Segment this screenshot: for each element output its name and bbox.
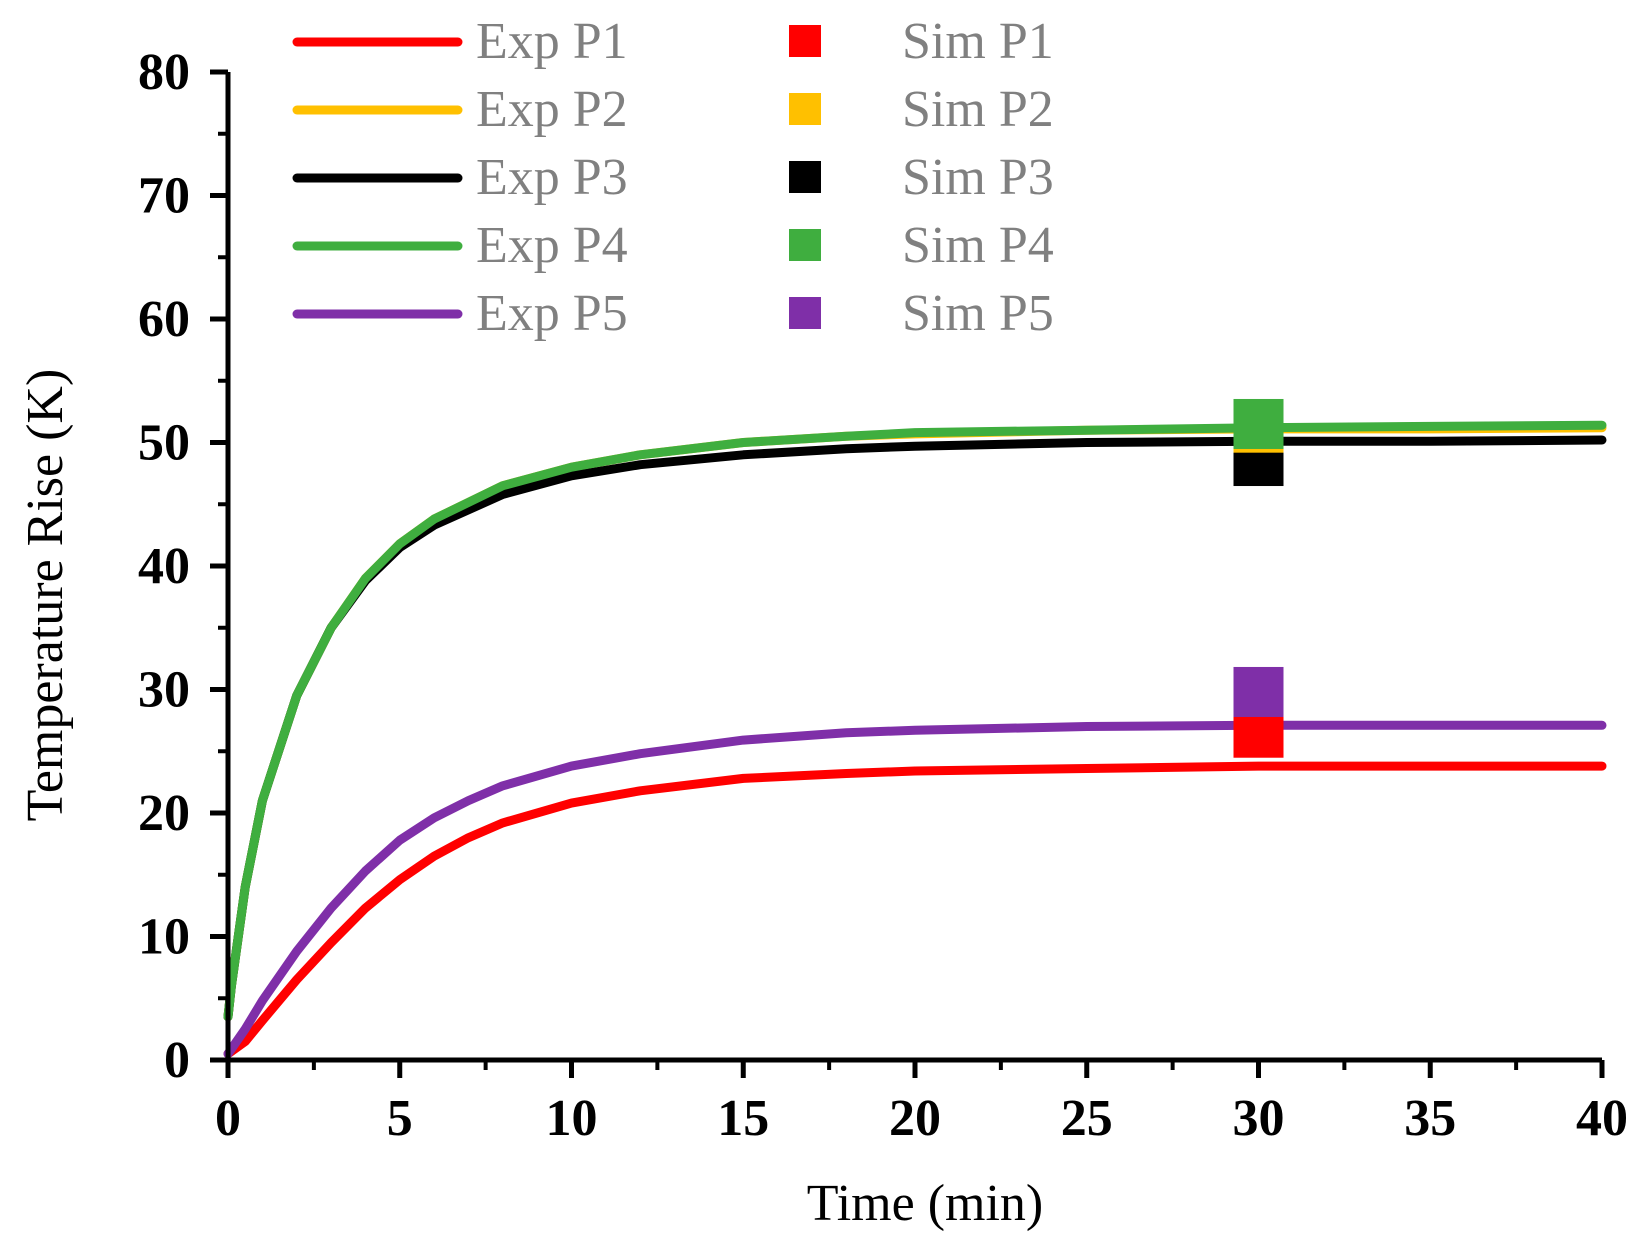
legend-swatch-sim-p4 [789,229,821,261]
legend-label: Sim P3 [902,149,1054,206]
legend-swatch-sim-p5 [789,297,821,329]
y-axis-title: Temperature Rise (K) [17,369,74,822]
series-group [223,398,1607,1059]
legend-swatch-sim-p2 [789,93,821,125]
y-tick-label: 50 [138,415,190,472]
legend-label: Sim P4 [902,217,1054,274]
x-tick-label: 0 [215,1090,241,1147]
legend-label: Sim P1 [902,13,1054,70]
x-tick-label: 20 [889,1090,941,1147]
y-tick-label: 20 [138,785,190,842]
data-point-sim-p4 [1233,398,1284,449]
y-tick-label: 30 [138,662,190,719]
y-tick-label: 0 [164,1032,190,1089]
y-tick-label: 40 [138,538,190,595]
legend-label: Sim P2 [902,81,1054,138]
y-tick-label: 70 [138,168,190,225]
legend-label: Exp P1 [476,13,628,70]
x-tick-label: 30 [1233,1090,1285,1147]
y-tick-label: 60 [138,291,190,348]
series-line-exp-p5 [223,720,1607,1059]
legend-label: Sim P5 [902,285,1054,342]
x-tick-label: 35 [1404,1090,1456,1147]
legend-label: Exp P2 [476,81,628,138]
series-line-exp-p1 [223,761,1607,1059]
x-tick-label: 25 [1061,1090,1113,1147]
series-line-exp-p4 [223,420,1607,1022]
x-tick-label: 10 [546,1090,598,1147]
y-tick-label: 10 [138,909,190,966]
x-axis-title: Time (min) [807,1175,1043,1232]
legend: Exp P1 Exp P2 Exp P3 Exp P4 Exp P5 Sim P1 Sim … [292,13,1054,342]
legend-label: Exp P4 [476,217,628,274]
axes-group: 0 10 20 30 40 50 60 70 80 0 5 10 15 20 25 30 35 40 [138,44,1628,1147]
x-tick-label: 15 [717,1090,769,1147]
x-tick-label: 5 [387,1090,413,1147]
x-tick-label: 40 [1576,1090,1628,1147]
legend-label: Exp P5 [476,285,628,342]
y-tick-label: 80 [138,44,190,101]
legend-swatch-sim-p1 [789,25,821,57]
legend-label: Exp P3 [476,149,628,206]
legend-swatch-sim-p3 [789,161,821,193]
data-point-sim-p5 [1233,666,1284,717]
